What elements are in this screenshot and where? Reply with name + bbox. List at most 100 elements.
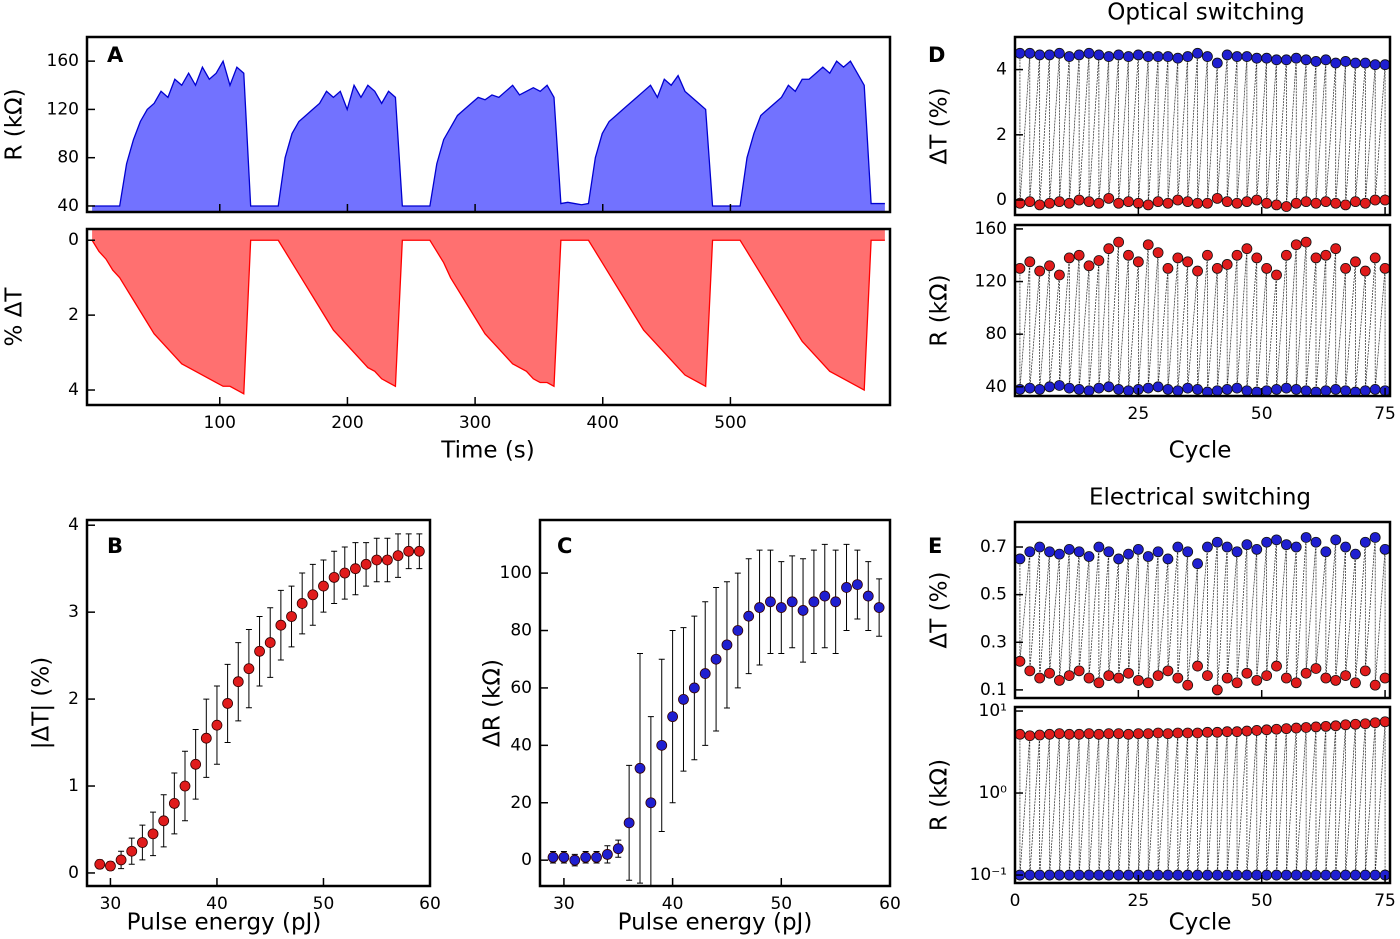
marker	[873, 602, 885, 613]
switch-line	[1364, 64, 1376, 204]
marker	[1172, 385, 1184, 396]
marker	[612, 843, 624, 855]
marker	[1241, 539, 1253, 551]
y-tick-label: 10⁻¹	[970, 865, 1007, 885]
switch-line	[1177, 551, 1189, 679]
marker	[328, 571, 340, 583]
marker	[1280, 54, 1292, 66]
switch-line	[1068, 255, 1080, 389]
y-tick-label: 160	[47, 51, 79, 71]
marker	[1340, 56, 1351, 67]
switch-line	[1256, 58, 1267, 201]
marker	[1054, 869, 1065, 881]
marker	[1369, 679, 1381, 691]
x-tick-label: 50	[1251, 891, 1273, 911]
y-tick-label: 0	[996, 190, 1007, 210]
x-tick-label: 500	[714, 413, 746, 433]
y-tick-label: 2	[68, 689, 79, 709]
switch-line	[1098, 733, 1110, 876]
marker	[1211, 869, 1223, 881]
marker	[1340, 670, 1351, 682]
marker	[1320, 196, 1332, 208]
marker	[1083, 672, 1095, 684]
marker	[1172, 541, 1184, 553]
y-tick-label: 160	[975, 219, 1007, 239]
y-axis-label: R (kΩ)	[2, 88, 28, 160]
marker	[1113, 672, 1125, 684]
marker	[1024, 382, 1036, 394]
marker	[381, 554, 393, 566]
marker	[710, 653, 722, 665]
x-tick-label: 50	[770, 894, 792, 914]
marker	[1132, 256, 1144, 268]
switch-line	[1207, 63, 1218, 204]
switch-line	[1266, 539, 1277, 676]
y-tick-label: 0.3	[980, 632, 1007, 652]
marker	[1083, 869, 1095, 881]
switch-line	[1325, 539, 1337, 679]
marker	[1261, 724, 1273, 736]
marker	[623, 817, 635, 829]
x-tick-label: 40	[206, 894, 228, 914]
marker	[1340, 869, 1351, 881]
marker	[1202, 726, 1213, 738]
marker	[1093, 49, 1105, 61]
marker	[1271, 269, 1282, 281]
marker	[1142, 869, 1154, 881]
marker	[1015, 384, 1026, 395]
switch-line	[1305, 257, 1317, 391]
switch-line	[1078, 556, 1090, 671]
switch-line	[1197, 56, 1208, 204]
marker	[1162, 263, 1174, 274]
marker	[1261, 869, 1273, 881]
switch-line	[1019, 53, 1031, 204]
marker	[830, 596, 842, 608]
marker	[1152, 381, 1164, 393]
marker	[1172, 869, 1184, 881]
marker	[1113, 197, 1125, 209]
marker	[1251, 674, 1263, 686]
marker	[1044, 869, 1055, 881]
switch-line	[1345, 554, 1356, 676]
marker	[1359, 57, 1371, 69]
switch-line	[1266, 59, 1277, 204]
switch-line	[1128, 549, 1139, 674]
marker	[1015, 47, 1026, 59]
y-tick-label: 4	[68, 380, 79, 400]
switch-line	[1078, 265, 1090, 390]
marker	[1202, 249, 1213, 261]
marker	[1350, 256, 1361, 268]
marker	[754, 602, 765, 613]
switch-line	[1039, 54, 1050, 205]
marker	[1320, 672, 1332, 684]
marker	[413, 545, 425, 557]
switch-line	[1187, 563, 1198, 686]
switch-line	[1157, 558, 1169, 676]
marker	[1172, 672, 1184, 684]
y-tick-label: 0	[68, 863, 79, 883]
switch-line	[1059, 549, 1070, 681]
y-tick-label: 2	[68, 305, 79, 325]
switch-line	[1364, 257, 1376, 391]
marker	[1162, 197, 1174, 209]
y-tick-label: 0	[521, 850, 532, 870]
switch-line	[1374, 64, 1386, 201]
switch-line	[1335, 61, 1346, 204]
y-tick-label: 3	[68, 602, 79, 622]
marker	[732, 625, 744, 636]
marker	[1162, 665, 1174, 677]
x-tick-label: 40	[662, 894, 684, 914]
marker	[1182, 196, 1194, 208]
switch-line	[1098, 551, 1110, 683]
switch-line	[1118, 56, 1129, 204]
y-tick-label: 10¹	[979, 701, 1007, 721]
switch-line	[1364, 537, 1376, 671]
marker	[1271, 534, 1282, 546]
switch-line	[1197, 255, 1208, 390]
panel-title: Optical switching	[1107, 0, 1305, 26]
axes-frame	[1013, 705, 1392, 885]
marker	[1290, 541, 1302, 553]
marker	[1359, 265, 1371, 277]
marker	[1044, 197, 1055, 209]
marker	[1340, 719, 1351, 731]
